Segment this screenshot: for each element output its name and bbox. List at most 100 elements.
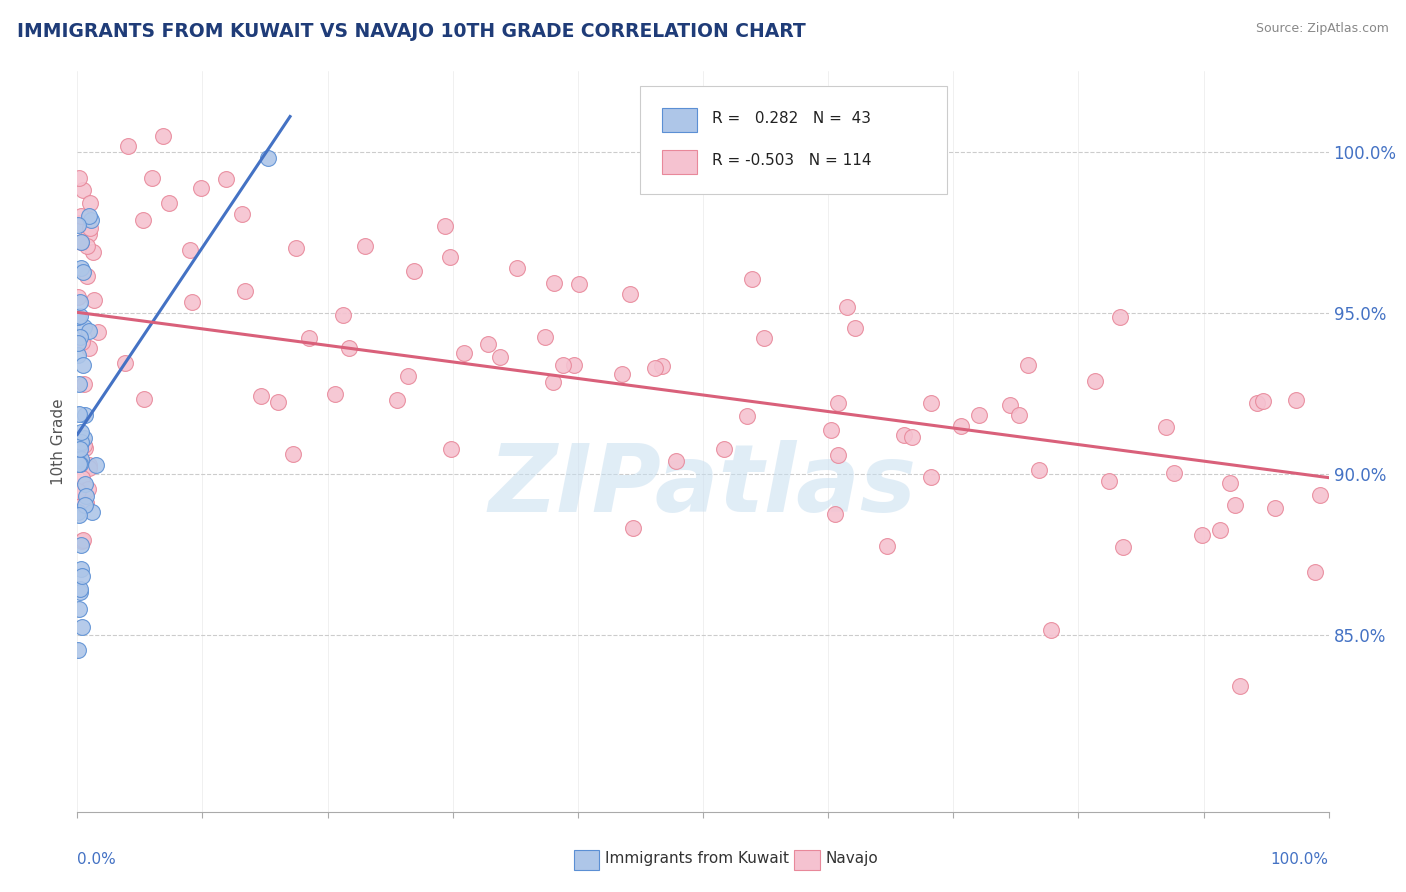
Text: Immigrants from Kuwait: Immigrants from Kuwait (605, 851, 789, 865)
Point (75, 408, 97, 422)
Point (69, 582, 91, 596)
Point (73, 498, 96, 512)
Point (76, 239, 98, 253)
Point (70, 261, 93, 276)
Point (75, 496, 97, 510)
Point (283, 446, 305, 460)
Point (117, 139, 139, 153)
Point (250, 389, 273, 403)
Point (79, 220, 101, 235)
Point (67, 508, 90, 523)
Text: 100.0%: 100.0% (1271, 853, 1329, 867)
Point (79, 209, 101, 223)
Point (67, 457, 90, 471)
Point (1309, 488, 1331, 502)
Point (141, 171, 163, 186)
Point (69, 562, 91, 576)
Point (69, 330, 91, 344)
Point (69, 435, 91, 450)
Point (67, 170, 90, 185)
Point (553, 359, 575, 373)
Point (298, 331, 321, 345)
Point (66, 643, 89, 657)
Point (824, 507, 846, 521)
Point (1223, 498, 1246, 512)
Point (69, 310, 91, 324)
Point (1112, 540, 1135, 554)
Point (285, 241, 308, 255)
Point (73, 319, 96, 334)
Point (267, 395, 290, 409)
Point (837, 301, 859, 315)
Point (439, 250, 461, 264)
Point (67, 218, 90, 232)
Point (70, 334, 93, 349)
Point (354, 238, 377, 252)
Point (73, 476, 96, 491)
Point (76, 269, 98, 284)
Point (1246, 396, 1268, 410)
Point (70, 471, 93, 485)
Point (396, 369, 419, 384)
Point (967, 409, 990, 423)
Point (820, 423, 842, 437)
Point (75, 442, 97, 456)
Point (157, 196, 180, 211)
Point (79, 196, 101, 211)
Text: ZIPatlas: ZIPatlas (489, 440, 917, 532)
Point (70, 620, 93, 634)
Point (900, 430, 922, 444)
Point (1191, 528, 1213, 542)
Point (83, 293, 105, 307)
Point (69, 457, 91, 471)
Point (215, 172, 238, 186)
Point (87, 325, 110, 339)
FancyBboxPatch shape (641, 87, 948, 194)
Point (562, 358, 585, 372)
Point (1303, 565, 1326, 579)
Point (231, 207, 253, 221)
Point (77, 227, 100, 242)
Point (66, 483, 89, 498)
Point (73, 438, 96, 452)
Point (651, 359, 673, 373)
Point (1017, 358, 1039, 372)
Point (256, 151, 278, 165)
Point (132, 213, 155, 227)
Point (920, 396, 942, 410)
Point (1098, 474, 1121, 488)
Point (77, 482, 100, 496)
Point (337, 342, 360, 356)
Point (152, 128, 174, 143)
Point (72, 358, 94, 372)
Point (69, 442, 91, 456)
Point (619, 287, 641, 301)
Point (69, 216, 91, 230)
Point (1008, 408, 1031, 422)
Point (66, 347, 89, 361)
Point (644, 360, 666, 375)
Point (754, 331, 776, 345)
FancyBboxPatch shape (662, 151, 697, 174)
Point (67, 505, 90, 519)
Point (998, 398, 1021, 412)
Point (86, 458, 108, 472)
Point (233, 284, 256, 298)
Point (70, 235, 93, 250)
Point (190, 181, 212, 195)
Point (1163, 466, 1185, 480)
Point (114, 356, 136, 370)
Point (488, 350, 510, 364)
Point (73, 376, 96, 391)
Point (541, 376, 564, 390)
Text: Navajo: Navajo (825, 851, 879, 865)
Point (920, 470, 942, 484)
Point (66, 336, 89, 351)
Point (67, 376, 90, 391)
Point (661, 177, 683, 191)
Point (73, 431, 96, 445)
Point (70, 569, 93, 583)
Point (79, 324, 101, 338)
Text: Source: ZipAtlas.com: Source: ZipAtlas.com (1256, 22, 1389, 36)
Point (66, 290, 89, 304)
